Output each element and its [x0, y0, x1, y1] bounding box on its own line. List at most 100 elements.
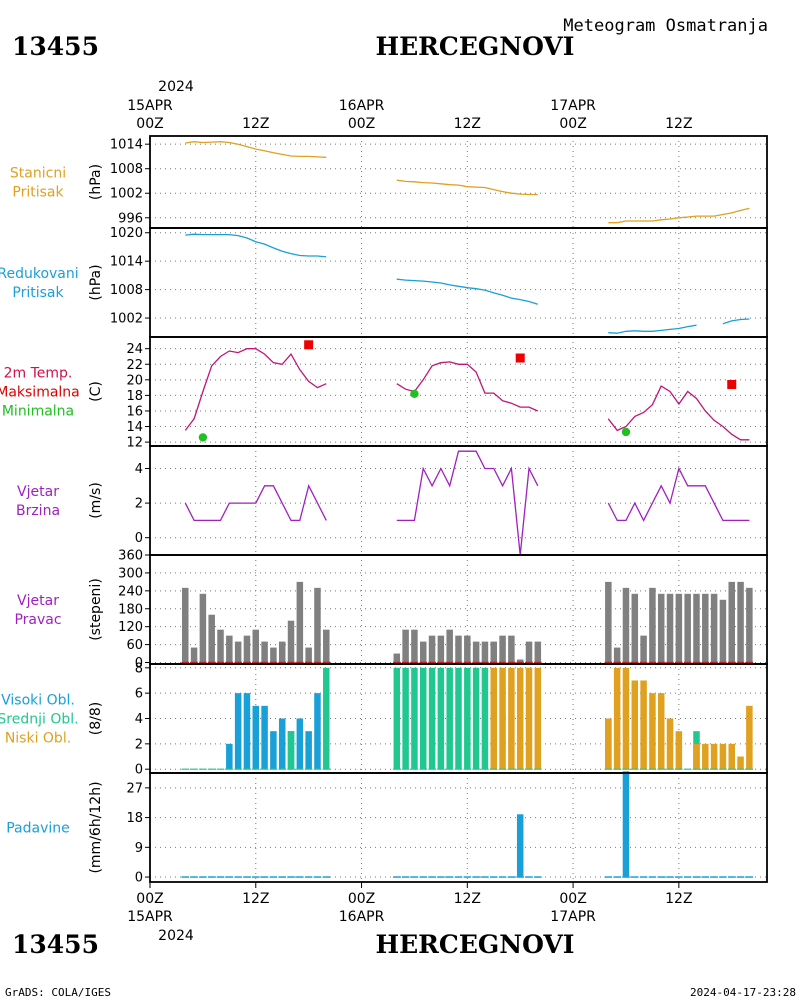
vjetar_pravac-bar — [613, 647, 621, 663]
top-hour-label: 00Z — [136, 116, 163, 132]
panel-title-line: Stanicni — [10, 166, 66, 182]
station-name-bottom: HERCEGNOVI — [375, 930, 574, 959]
y-tick-label: 18 — [126, 811, 143, 826]
station-id-bottom: 13455 — [12, 930, 99, 959]
cloud-bar — [270, 731, 277, 770]
series-line — [184, 483, 327, 522]
vjetar_pravac-bar — [675, 593, 683, 663]
y-tick-label: 1008 — [110, 283, 143, 298]
panel-title-line: Padavine — [6, 821, 70, 837]
vjetar_pravac-bar — [464, 635, 471, 663]
panel-title-line: Niski Obl. — [5, 731, 71, 747]
panel-title-line: Maksimalna — [0, 385, 80, 401]
cloud-bar — [613, 667, 621, 770]
top-hour-label: 12Z — [454, 116, 481, 132]
y-tick-label: 9 — [135, 841, 143, 856]
y-tick-label: 12 — [126, 436, 143, 451]
vjetar_pravac-bar — [199, 593, 207, 663]
vjetar_pravac-bar — [719, 599, 727, 663]
y-axis-label: (m/s) — [88, 482, 104, 519]
cloud-bar — [525, 667, 533, 770]
vjetar_pravac-bar — [278, 641, 286, 663]
cloud-bar — [649, 693, 656, 770]
y-tick-label: 18 — [126, 389, 143, 404]
vjetar_pravac-bar — [728, 581, 735, 663]
bottom-date-label: 16APR — [339, 909, 385, 925]
cloud-bar — [490, 667, 498, 770]
cloud-bar — [323, 667, 330, 770]
panel-vjetar_pravac: 0 60 120 180 240 300 360 (stepeni) Vjetar Pravac — [14, 549, 768, 671]
y-axis-label: (hPa) — [88, 264, 104, 300]
cloud-bar — [675, 731, 683, 770]
y-tick-label: 16 — [126, 404, 143, 419]
y-tick-label: 24 — [126, 342, 143, 357]
cloud-bar — [702, 743, 709, 770]
vjetar_pravac-bar — [393, 653, 401, 663]
vjetar_pravac-bar — [314, 587, 321, 663]
panel-title-line: Vjetar — [17, 593, 59, 609]
vjetar_pravac-bar — [649, 587, 656, 663]
cloud-bar — [746, 705, 753, 770]
series-line — [607, 466, 750, 522]
y-tick-label: 1014 — [110, 255, 143, 270]
vjetar_pravac-bar — [428, 635, 436, 663]
bottom-hour-label: 12Z — [242, 891, 269, 907]
vjetar_pravac-bar — [525, 641, 533, 663]
series-line — [608, 207, 750, 224]
y-tick-label: 0 — [135, 871, 143, 886]
bottom-date-label: 15APR — [127, 909, 173, 925]
y-axis-label: (hPa) — [88, 164, 104, 200]
vjetar_pravac-bar — [226, 635, 233, 663]
vjetar_pravac-bar — [296, 581, 304, 663]
cloud-bar — [455, 667, 462, 770]
cloud-bar — [657, 693, 665, 770]
cloud-bar — [278, 718, 286, 770]
cloud-bar — [287, 731, 295, 770]
series-line — [607, 385, 750, 441]
vjetar_pravac-bar — [261, 641, 268, 663]
cloud-bar — [605, 718, 612, 770]
cloud-bar — [243, 693, 251, 770]
panel-title-line: Pritisak — [12, 185, 64, 201]
vjetar_pravac-bar — [490, 641, 498, 663]
vjetar_pravac-bar — [472, 641, 480, 663]
y-tick-label: 8 — [135, 661, 143, 676]
cloud-bar — [737, 756, 744, 770]
year-label-top: 2024 — [158, 79, 194, 95]
vjetar_pravac-bar — [657, 593, 665, 663]
y-tick-label: 20 — [126, 373, 143, 388]
cloud-bar — [314, 693, 321, 770]
cloud-bar — [464, 667, 471, 770]
panel-frame — [149, 135, 768, 229]
y-tick-label: 2 — [135, 497, 143, 512]
y-tick-label: 0 — [135, 656, 143, 671]
cloud-bar — [728, 743, 735, 770]
vjetar_pravac-bar — [737, 581, 744, 663]
cloud-bar — [305, 731, 312, 770]
y-axis-label: (stepeni) — [88, 578, 104, 641]
y-tick-label: 300 — [118, 566, 143, 581]
panel-title-line: 2m Temp. — [4, 366, 73, 382]
cloud-bar — [261, 705, 268, 770]
bottom-date-label: 17APR — [550, 909, 596, 925]
vjetar_pravac-bar — [710, 593, 718, 663]
top-date-label: 17APR — [550, 98, 596, 114]
y-tick-label: 1020 — [110, 226, 143, 241]
cloud-bar — [666, 718, 674, 770]
vjetar_pravac-bar — [693, 593, 700, 663]
padavine-bar — [622, 771, 630, 878]
panel-title-line: Visoki Obl. — [1, 693, 75, 709]
vjetar_pravac-bar — [746, 587, 753, 663]
cloud-bar — [446, 667, 453, 770]
vjetar_pravac-bar — [252, 629, 260, 663]
vjetar_pravac-bar — [208, 614, 215, 663]
cloud-bar — [252, 705, 260, 770]
panel-stanicni: 996 1002 1008 1014 (hPa) Stanicni Pritisak — [10, 135, 768, 229]
vjetar_pravac-bar — [666, 593, 674, 663]
y-axis-label: (mm/6h/12h) — [88, 781, 104, 873]
cloud-bar — [622, 667, 630, 770]
grads-credit: GrADS: COLA/IGES — [5, 986, 111, 999]
bottom-hour-label: 00Z — [136, 891, 163, 907]
cloud-bar — [437, 667, 445, 770]
vjetar_pravac-bar — [684, 593, 691, 663]
